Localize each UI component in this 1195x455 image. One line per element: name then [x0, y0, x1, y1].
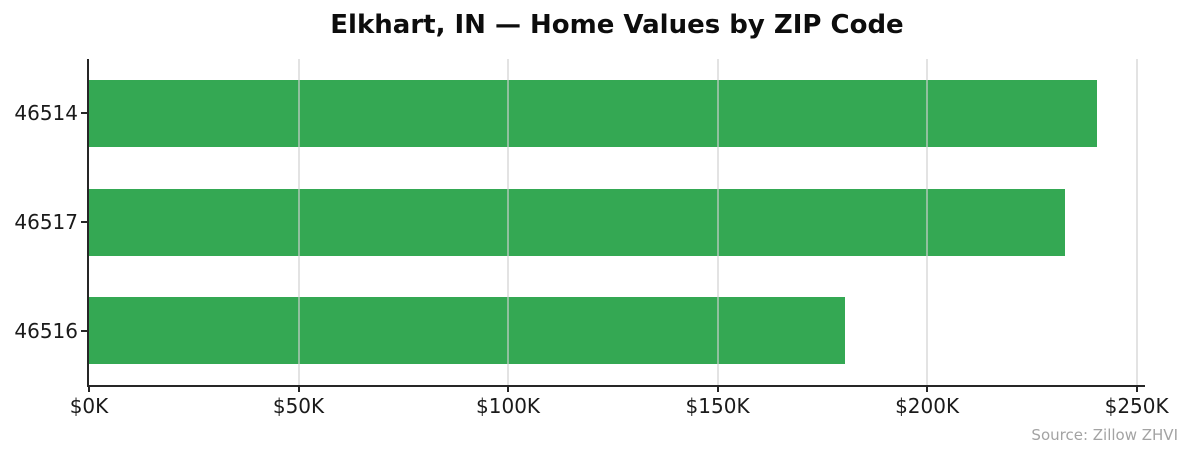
y-axis-spine — [87, 59, 89, 385]
gridline-$150K — [716, 59, 719, 385]
x-tick-$50K — [297, 386, 300, 392]
gridline-$250K — [1135, 59, 1138, 385]
y-tick-46514 — [81, 112, 88, 115]
x-tick-label-$0K: $0K — [69, 394, 109, 418]
x-axis-spine — [87, 385, 1145, 387]
gridline-$200K — [926, 59, 929, 385]
x-tick-label-$250K: $250K — [1104, 394, 1169, 418]
source-note: Source: Zillow ZHVI — [1031, 426, 1178, 444]
y-tick-46516 — [81, 329, 88, 332]
x-tick-label-$200K: $200K — [895, 394, 960, 418]
y-tick-label-46514: 46514 — [14, 101, 78, 126]
y-tick-label-46517: 46517 — [14, 210, 78, 234]
bar-46516 — [89, 297, 845, 365]
y-tick-label-46516: 46516 — [14, 318, 78, 343]
x-tick-$250K — [1135, 386, 1138, 392]
chart-title: Elkhart, IN — Home Values by ZIP Code — [330, 10, 904, 40]
plot-area — [87, 59, 1145, 387]
x-tick-$200K — [926, 386, 929, 392]
x-tick-$100K — [507, 386, 510, 392]
x-tick-$150K — [716, 386, 719, 392]
bar-46517 — [89, 188, 1065, 256]
y-tick-46517 — [81, 221, 88, 223]
x-tick-label-$50K: $50K — [272, 394, 325, 418]
x-tick-label-$100K: $100K — [476, 394, 541, 418]
x-tick-$0K — [88, 386, 90, 392]
bar-46514 — [89, 79, 1097, 147]
gridline-$50K — [297, 59, 300, 385]
gridline-$100K — [507, 59, 510, 385]
x-tick-label-$150K: $150K — [685, 394, 750, 418]
